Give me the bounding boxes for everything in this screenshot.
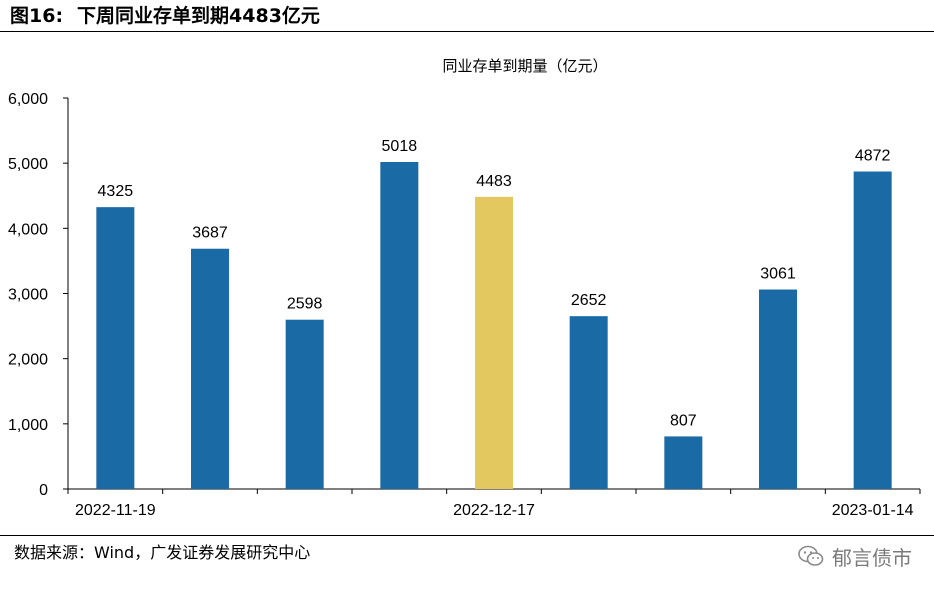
- bar-data-label: 5018: [382, 138, 418, 155]
- y-tick-label: 3,000: [8, 287, 48, 304]
- bar-data-label: 2652: [571, 292, 607, 309]
- chart-title: 同业存单到期量（亿元）: [442, 58, 607, 75]
- bar: [285, 319, 324, 489]
- y-tick-label: 4,000: [8, 221, 48, 238]
- y-tick-label: 5,000: [8, 156, 48, 173]
- figure-title: 图16: 下周同业存单到期4483亿元: [10, 2, 320, 30]
- bar-data-label: 3687: [192, 225, 228, 242]
- bar: [96, 207, 135, 489]
- bar-data-label: 4325: [98, 183, 134, 200]
- wechat-icon: [798, 545, 824, 566]
- bar-data-label: 3061: [760, 266, 796, 283]
- x-tick-label: 2023-01-14: [832, 502, 914, 519]
- bar: [664, 436, 703, 489]
- y-axis: 0 1,000 2,000 3,000 4,000 5,000 6,000: [8, 91, 69, 499]
- bar-data-label: 4483: [476, 173, 512, 190]
- y-tick-label: 6,000: [8, 91, 48, 108]
- bar-data-labels: 4325 3687 2598 5018 4483 2652 807 3061 4872: [98, 138, 891, 429]
- bar: [569, 316, 608, 489]
- bar: [380, 161, 419, 490]
- bar: [191, 248, 229, 489]
- figure-title-text: 下周同业存单到期4483亿元: [77, 5, 320, 27]
- y-tick-label: 1,000: [8, 417, 48, 434]
- figure-number: 图16:: [10, 5, 64, 27]
- watermark: 郁言债市: [798, 541, 912, 571]
- x-axis: 2022-11-19 2022-12-17 2023-01-14: [67, 488, 921, 519]
- bar: [853, 171, 892, 489]
- bar-data-label: 4872: [855, 148, 891, 165]
- top-rule: [0, 31, 934, 32]
- y-tick-label: 2,000: [8, 352, 48, 369]
- bar-data-label: 807: [670, 412, 697, 429]
- bar-data-label: 2598: [287, 296, 323, 313]
- watermark-text: 郁言债市: [832, 545, 912, 570]
- y-tick-label: 0: [39, 482, 48, 499]
- x-tick-label: 2022-12-17: [453, 502, 535, 519]
- source-note: 数据来源：Wind，广发证券发展研究中心: [14, 543, 311, 562]
- bar: [475, 196, 513, 489]
- bar-chart: 同业存单到期量（亿元） 0 1,000 2,000 3,000 4,000 5,000 6,…: [8, 58, 921, 519]
- bar: [759, 289, 797, 489]
- bar-series: [96, 161, 892, 490]
- x-tick-label: 2022-11-19: [75, 502, 156, 519]
- bottom-rule: [0, 535, 934, 536]
